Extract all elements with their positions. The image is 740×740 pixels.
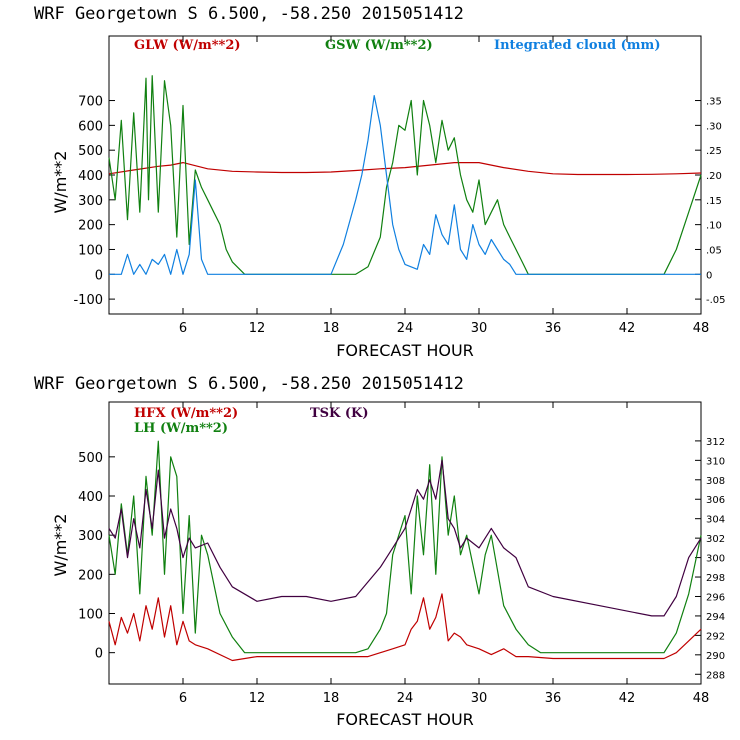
x-axis-label: FORECAST HOUR	[336, 341, 474, 360]
x-tick-label: 42	[619, 321, 636, 336]
y2-tick-label: 294	[706, 612, 725, 623]
y-tick-label: -100	[73, 293, 103, 308]
y2-tick-label: .10	[706, 221, 722, 232]
x-tick-label: 24	[397, 691, 414, 706]
y2-tick-label: .20	[706, 171, 722, 182]
y2-tick-label: .30	[706, 121, 722, 132]
x-tick-label: 30	[471, 691, 488, 706]
y-tick-label: 100	[78, 608, 103, 623]
y2-tick-label: 298	[706, 573, 725, 584]
y-tick-label: 500	[78, 451, 103, 466]
x-tick-label: 12	[249, 691, 266, 706]
series-line-lh	[108, 440, 702, 654]
x-tick-label: 48	[693, 321, 710, 336]
y2-tick-label: .15	[706, 196, 722, 207]
x-tick-label: 36	[545, 321, 562, 336]
y2-tick-label: 296	[706, 592, 725, 603]
legend-glw: GLW (W/m**2)	[134, 38, 241, 53]
panel-top: WRF Georgetown S 6.500, -58.250 20150514…	[34, 4, 726, 360]
data-lines	[108, 75, 702, 275]
x-tick-label: 30	[471, 321, 488, 336]
panel-bottom: WRF Georgetown S 6.500, -58.250 20150514…	[34, 374, 725, 729]
y-tick-label: 600	[78, 119, 103, 134]
y-tick-label: 0	[95, 268, 103, 283]
y-tick-label: 300	[78, 194, 103, 209]
y2-tick-label: 306	[706, 495, 725, 506]
series-line-glw	[108, 162, 702, 176]
y2-tick-label: 308	[706, 476, 725, 487]
data-lines	[108, 440, 702, 662]
legend-lh: LH (W/m**2)	[134, 421, 228, 436]
y-tick-label: 0	[95, 647, 103, 662]
y2-tick-label: -.05	[706, 295, 726, 306]
axis-ticks: 6 12 18 24 30 36 42 48 0 100 200 300 400 500 288 290 292…	[78, 402, 725, 706]
y-tick-label: 200	[78, 568, 103, 583]
y-tick-label: 300	[78, 529, 103, 544]
legend-tsk: TSK (K)	[310, 406, 369, 421]
y2-tick-label: 288	[706, 670, 725, 681]
chart-title: WRF Georgetown S 6.500, -58.250 20150514…	[34, 374, 464, 394]
y2-tick-label: 310	[706, 456, 725, 467]
x-tick-label: 36	[545, 691, 562, 706]
x-tick-label: 12	[249, 321, 266, 336]
y2-tick-label: .05	[706, 245, 722, 256]
x-tick-label: 18	[323, 321, 340, 336]
y2-tick-label: 300	[706, 554, 725, 565]
series-line-gsw	[108, 75, 702, 275]
y-tick-label: 400	[78, 169, 103, 184]
chart-title: WRF Georgetown S 6.500, -58.250 20150514…	[34, 4, 464, 24]
y2-tick-label: 0	[706, 270, 712, 281]
y-axis-label: W/m**2	[51, 514, 70, 577]
y2-tick-label: 302	[706, 534, 725, 545]
y-tick-label: 200	[78, 219, 103, 234]
y2-tick-label: .35	[706, 97, 722, 108]
series-line-tsk	[108, 459, 702, 617]
axis-ticks: 6 12 18 24 30 36 42 48 -100 0 100 200 300 400 500 600 70…	[73, 36, 726, 336]
y2-tick-label: 292	[706, 631, 725, 642]
x-tick-label: 6	[179, 691, 187, 706]
x-axis-label: FORECAST HOUR	[336, 710, 474, 729]
legend-gsw: GSW (W/m**2)	[325, 38, 433, 53]
legend-cloud: Integrated cloud (mm)	[494, 38, 660, 53]
y-tick-label: 400	[78, 490, 103, 505]
series-line-hfx	[108, 593, 702, 662]
y2-tick-label: 312	[706, 437, 725, 448]
y-tick-label: 700	[78, 95, 103, 110]
legend-hfx: HFX (W/m**2)	[134, 406, 238, 421]
y2-tick-label: 304	[706, 515, 725, 526]
y-tick-label: 100	[78, 243, 103, 258]
y-tick-label: 500	[78, 144, 103, 159]
x-tick-label: 42	[619, 691, 636, 706]
y2-tick-label: .25	[706, 146, 722, 157]
x-tick-label: 24	[397, 321, 414, 336]
plot-frame	[108, 401, 702, 685]
y-axis-label: W/m**2	[51, 151, 70, 214]
x-tick-label: 48	[693, 691, 710, 706]
series-line-integrated	[109, 94, 701, 275]
x-tick-label: 6	[179, 321, 187, 336]
x-tick-label: 18	[323, 691, 340, 706]
y2-tick-label: 290	[706, 651, 725, 662]
